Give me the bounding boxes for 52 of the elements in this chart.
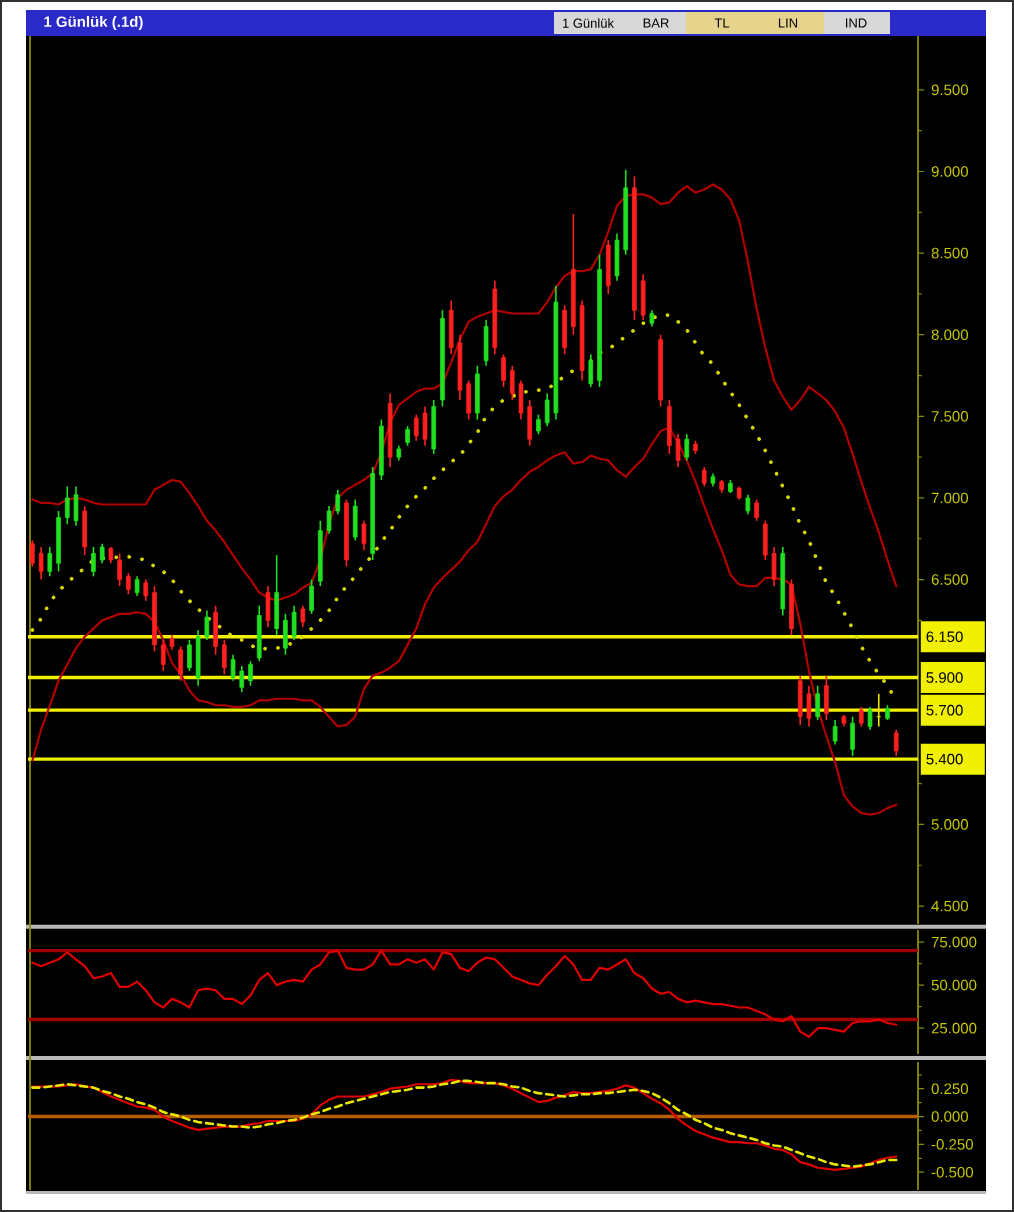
candlestick xyxy=(405,425,410,447)
candlestick xyxy=(605,239,611,295)
candlestick xyxy=(274,554,279,636)
candlestick xyxy=(256,604,262,662)
candlestick xyxy=(178,645,184,682)
candlestick xyxy=(187,639,192,672)
candlestick xyxy=(143,578,149,602)
candlestick xyxy=(475,364,480,421)
candlestick xyxy=(352,498,358,542)
candlestick xyxy=(536,413,541,436)
candlestick xyxy=(684,433,690,462)
candlestick xyxy=(806,684,812,728)
candlestick xyxy=(422,405,428,447)
candlestick xyxy=(56,510,61,573)
candlestick xyxy=(309,578,314,615)
candlestick xyxy=(867,706,873,731)
candlestick xyxy=(789,578,794,636)
candlestick xyxy=(640,273,646,321)
candlestick xyxy=(483,319,489,367)
candlestick xyxy=(265,585,271,628)
candlestick xyxy=(300,604,306,628)
candlestick xyxy=(850,715,855,757)
candlestick xyxy=(858,706,864,728)
candlestick xyxy=(222,639,227,676)
candlestick xyxy=(30,539,35,568)
candlestick xyxy=(824,675,829,721)
candlestick xyxy=(134,575,140,597)
candlestick xyxy=(832,719,838,746)
candlestick xyxy=(230,653,236,682)
candlestick xyxy=(117,552,122,587)
candlestick xyxy=(562,304,567,356)
candlestick xyxy=(99,542,105,565)
candlestick xyxy=(38,546,44,581)
candlestick xyxy=(466,379,471,421)
candlestick xyxy=(501,353,506,388)
candlestick xyxy=(754,498,759,522)
candlestick xyxy=(701,466,707,488)
candlestick xyxy=(73,485,79,527)
candlestick xyxy=(47,546,53,578)
candlestick xyxy=(431,399,437,455)
candlestick xyxy=(91,546,96,578)
candlestick xyxy=(213,604,218,656)
candlestick xyxy=(588,353,594,388)
candlestick xyxy=(248,660,253,687)
candlestick xyxy=(82,505,88,556)
candlestick xyxy=(291,604,297,641)
candlestick xyxy=(815,684,820,721)
candlestick xyxy=(893,728,899,757)
candlestick xyxy=(283,613,288,656)
candlestick xyxy=(361,520,367,551)
candlestick xyxy=(126,572,131,596)
candlestick xyxy=(745,493,751,516)
